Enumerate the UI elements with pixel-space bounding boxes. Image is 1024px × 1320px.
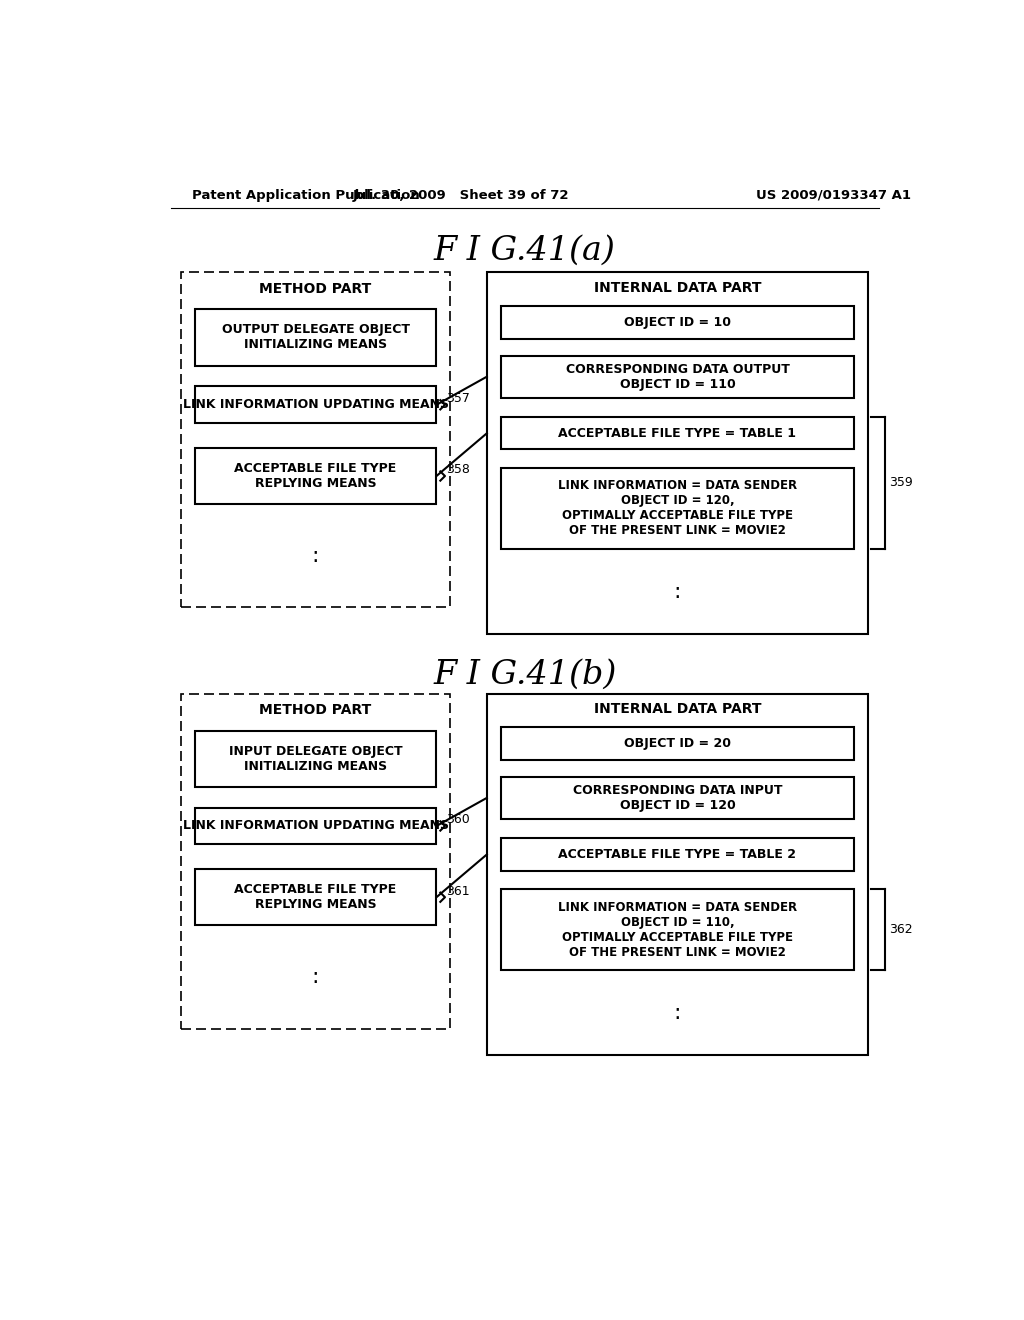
- Text: :: :: [311, 545, 319, 566]
- Text: ACCEPTABLE FILE TYPE
REPLYING MEANS: ACCEPTABLE FILE TYPE REPLYING MEANS: [234, 883, 396, 911]
- Text: CORRESPONDING DATA INPUT
OBJECT ID = 120: CORRESPONDING DATA INPUT OBJECT ID = 120: [572, 784, 782, 812]
- Text: :: :: [674, 582, 681, 602]
- Text: US 2009/0193347 A1: US 2009/0193347 A1: [756, 189, 910, 202]
- Text: INTERNAL DATA PART: INTERNAL DATA PART: [594, 702, 761, 715]
- Text: OBJECT ID = 20: OBJECT ID = 20: [624, 737, 731, 750]
- Text: LINK INFORMATION UPDATING MEANS: LINK INFORMATION UPDATING MEANS: [182, 399, 449, 412]
- Bar: [195, 730, 436, 787]
- Text: :: :: [674, 1003, 681, 1023]
- Bar: [195, 309, 436, 366]
- Text: 362: 362: [889, 923, 912, 936]
- Bar: [501, 890, 854, 970]
- Text: LINK INFORMATION UPDATING MEANS: LINK INFORMATION UPDATING MEANS: [182, 820, 449, 833]
- Text: F I G.41(a): F I G.41(a): [434, 235, 615, 267]
- Bar: [501, 355, 854, 397]
- Bar: [195, 808, 436, 845]
- Text: LINK INFORMATION = DATA SENDER
OBJECT ID = 120,
OPTIMALLY ACCEPTABLE FILE TYPE
O: LINK INFORMATION = DATA SENDER OBJECT ID…: [558, 479, 797, 537]
- Text: 358: 358: [445, 463, 470, 477]
- Text: F I G.41(b): F I G.41(b): [433, 659, 616, 690]
- Bar: [501, 776, 854, 818]
- Bar: [501, 306, 854, 339]
- Text: METHOD PART: METHOD PART: [259, 704, 372, 718]
- Bar: [180, 272, 451, 607]
- Bar: [195, 387, 436, 424]
- Text: 361: 361: [445, 884, 469, 898]
- Text: METHOD PART: METHOD PART: [259, 282, 372, 296]
- Text: OBJECT ID = 10: OBJECT ID = 10: [624, 315, 731, 329]
- Text: :: :: [311, 968, 319, 987]
- Text: ACCEPTABLE FILE TYPE = TABLE 1: ACCEPTABLE FILE TYPE = TABLE 1: [558, 426, 797, 440]
- Bar: [486, 272, 868, 635]
- Bar: [195, 869, 436, 925]
- Text: OUTPUT DELEGATE OBJECT
INITIALIZING MEANS: OUTPUT DELEGATE OBJECT INITIALIZING MEAN…: [221, 323, 410, 351]
- Bar: [501, 469, 854, 549]
- Text: CORRESPONDING DATA OUTPUT
OBJECT ID = 110: CORRESPONDING DATA OUTPUT OBJECT ID = 11…: [565, 363, 790, 391]
- Text: INPUT DELEGATE OBJECT
INITIALIZING MEANS: INPUT DELEGATE OBJECT INITIALIZING MEANS: [228, 744, 402, 772]
- Text: 359: 359: [889, 477, 912, 490]
- Bar: [501, 838, 854, 871]
- Text: ACCEPTABLE FILE TYPE
REPLYING MEANS: ACCEPTABLE FILE TYPE REPLYING MEANS: [234, 462, 396, 490]
- Bar: [180, 693, 451, 1028]
- Bar: [486, 693, 868, 1056]
- Text: LINK INFORMATION = DATA SENDER
OBJECT ID = 110,
OPTIMALLY ACCEPTABLE FILE TYPE
O: LINK INFORMATION = DATA SENDER OBJECT ID…: [558, 900, 797, 958]
- Text: ACCEPTABLE FILE TYPE = TABLE 2: ACCEPTABLE FILE TYPE = TABLE 2: [558, 847, 797, 861]
- Bar: [501, 417, 854, 449]
- Text: Patent Application Publication: Patent Application Publication: [191, 189, 419, 202]
- Text: 357: 357: [445, 392, 470, 405]
- Text: INTERNAL DATA PART: INTERNAL DATA PART: [594, 281, 761, 294]
- Bar: [195, 447, 436, 504]
- Bar: [501, 727, 854, 760]
- Text: 360: 360: [445, 813, 469, 826]
- Text: Jul. 30, 2009   Sheet 39 of 72: Jul. 30, 2009 Sheet 39 of 72: [353, 189, 569, 202]
